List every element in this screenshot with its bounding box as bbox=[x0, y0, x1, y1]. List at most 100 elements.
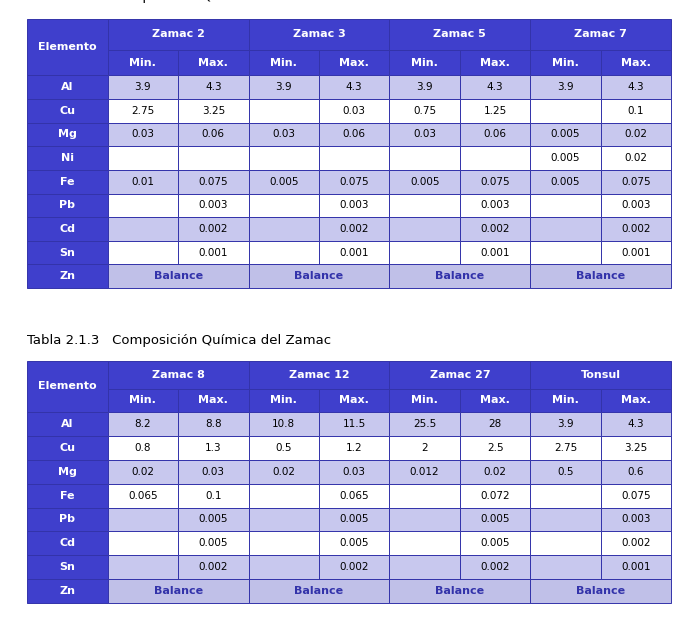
Bar bbox=[249, 193, 319, 217]
Text: 0.03: 0.03 bbox=[342, 466, 365, 476]
Bar bbox=[319, 99, 389, 123]
Text: 0.1: 0.1 bbox=[628, 106, 644, 116]
Bar bbox=[389, 19, 530, 49]
Bar bbox=[249, 389, 319, 412]
Bar bbox=[249, 19, 389, 49]
Text: 2.75: 2.75 bbox=[554, 443, 577, 453]
Text: Mg: Mg bbox=[58, 130, 77, 140]
Bar bbox=[530, 484, 601, 508]
Text: Balance: Balance bbox=[435, 586, 485, 596]
Bar bbox=[108, 217, 178, 241]
Bar bbox=[108, 579, 249, 603]
Text: Max.: Max. bbox=[339, 58, 369, 68]
Text: Min.: Min. bbox=[412, 58, 438, 68]
Bar bbox=[178, 146, 249, 170]
Bar bbox=[530, 123, 601, 146]
Bar bbox=[389, 193, 460, 217]
Bar bbox=[530, 146, 601, 170]
Bar bbox=[389, 531, 460, 555]
Bar bbox=[249, 579, 389, 603]
Text: 0.06: 0.06 bbox=[342, 130, 365, 140]
Text: Balance: Balance bbox=[576, 271, 625, 281]
Text: Zamac 27: Zamac 27 bbox=[430, 370, 490, 380]
Bar bbox=[530, 508, 601, 531]
Bar bbox=[108, 531, 178, 555]
Bar bbox=[460, 531, 530, 555]
Bar bbox=[530, 99, 601, 123]
Bar bbox=[27, 412, 108, 436]
Bar bbox=[178, 241, 249, 264]
Text: Max.: Max. bbox=[199, 396, 228, 406]
Bar bbox=[108, 49, 178, 75]
Bar bbox=[319, 459, 389, 484]
Text: 0.002: 0.002 bbox=[340, 562, 369, 572]
Bar bbox=[249, 412, 319, 436]
Bar bbox=[601, 508, 671, 531]
Text: 0.005: 0.005 bbox=[410, 177, 439, 187]
Text: Tonsul: Tonsul bbox=[581, 370, 621, 380]
Text: 0.005: 0.005 bbox=[340, 515, 369, 525]
Bar bbox=[389, 412, 460, 436]
Bar bbox=[601, 170, 671, 193]
Text: Cu: Cu bbox=[60, 106, 75, 116]
Text: 2.5: 2.5 bbox=[487, 443, 503, 453]
Bar bbox=[319, 170, 389, 193]
Bar bbox=[389, 241, 460, 264]
Bar bbox=[108, 241, 178, 264]
Bar bbox=[249, 264, 389, 288]
Text: Zamac 2: Zamac 2 bbox=[152, 29, 205, 39]
Text: 0.001: 0.001 bbox=[340, 248, 369, 258]
Bar bbox=[178, 508, 249, 531]
Bar bbox=[27, 146, 108, 170]
Bar bbox=[460, 412, 530, 436]
Text: 0.06: 0.06 bbox=[202, 130, 225, 140]
Bar bbox=[27, 193, 108, 217]
Text: 25.5: 25.5 bbox=[413, 419, 436, 429]
Bar bbox=[601, 217, 671, 241]
Text: Balance: Balance bbox=[435, 271, 485, 281]
Text: 0.002: 0.002 bbox=[199, 562, 228, 572]
Text: 0.005: 0.005 bbox=[551, 153, 580, 163]
Text: Elemento: Elemento bbox=[38, 381, 97, 391]
Text: 3.9: 3.9 bbox=[134, 82, 151, 92]
Bar bbox=[319, 49, 389, 75]
Text: Tabla 2.1.3   Composición Química del Zamac: Tabla 2.1.3 Composición Química del Zama… bbox=[27, 334, 332, 347]
Text: 0.005: 0.005 bbox=[551, 177, 580, 187]
Text: Max.: Max. bbox=[480, 58, 510, 68]
Text: 0.005: 0.005 bbox=[199, 538, 228, 548]
Bar bbox=[389, 555, 460, 579]
Text: 0.02: 0.02 bbox=[624, 130, 647, 140]
Bar bbox=[460, 170, 530, 193]
Text: Sn: Sn bbox=[60, 562, 75, 572]
Bar bbox=[108, 19, 249, 49]
Bar bbox=[389, 264, 530, 288]
Bar bbox=[530, 193, 601, 217]
Bar bbox=[108, 412, 178, 436]
Text: 0.6: 0.6 bbox=[628, 466, 644, 476]
Bar bbox=[319, 123, 389, 146]
Bar bbox=[249, 75, 319, 99]
Text: 0.03: 0.03 bbox=[132, 130, 155, 140]
Bar bbox=[27, 484, 108, 508]
Text: Cd: Cd bbox=[60, 224, 75, 234]
Bar bbox=[27, 508, 108, 531]
Text: 0.75: 0.75 bbox=[413, 106, 436, 116]
Bar bbox=[319, 484, 389, 508]
Text: 0.065: 0.065 bbox=[340, 491, 369, 501]
Bar bbox=[530, 264, 671, 288]
Bar bbox=[178, 170, 249, 193]
Bar bbox=[108, 146, 178, 170]
Text: Mg: Mg bbox=[58, 466, 77, 476]
Text: 0.075: 0.075 bbox=[480, 177, 510, 187]
Bar bbox=[178, 49, 249, 75]
Text: Zamac 7: Zamac 7 bbox=[574, 29, 627, 39]
Bar bbox=[601, 459, 671, 484]
Text: 0.1: 0.1 bbox=[205, 491, 222, 501]
Bar bbox=[27, 531, 108, 555]
Text: Zamac 12: Zamac 12 bbox=[289, 370, 349, 380]
Bar bbox=[178, 555, 249, 579]
Bar bbox=[108, 555, 178, 579]
Bar bbox=[460, 123, 530, 146]
Bar bbox=[319, 241, 389, 264]
Text: 0.003: 0.003 bbox=[480, 200, 510, 210]
